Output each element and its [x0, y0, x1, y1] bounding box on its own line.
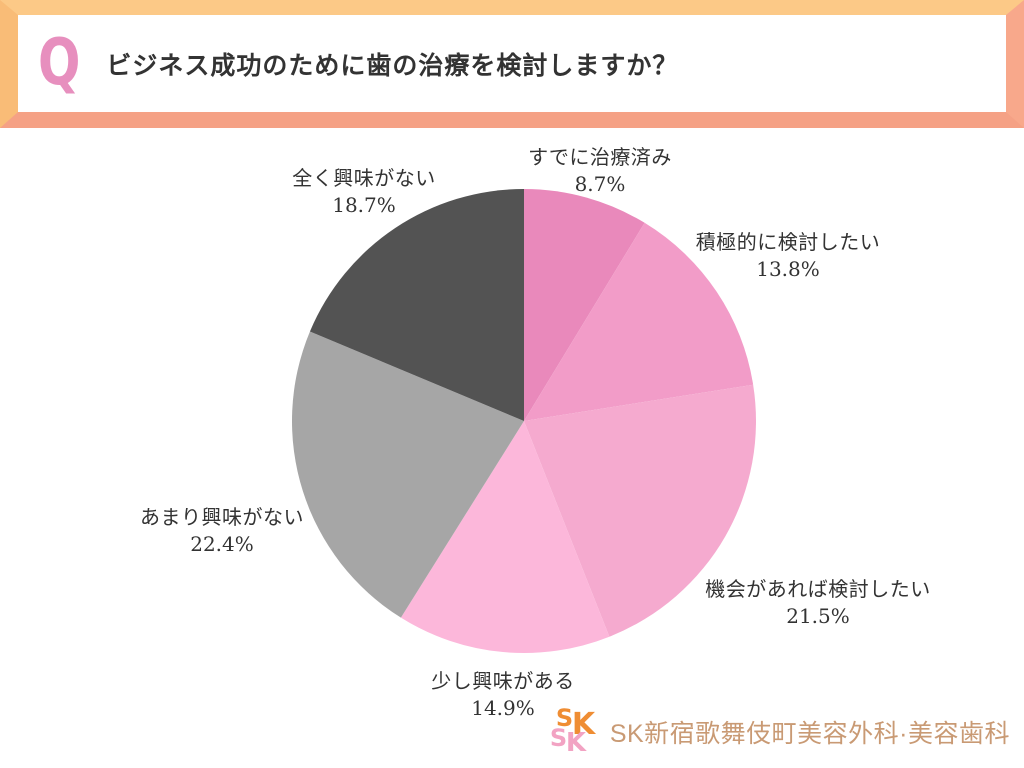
question-title: ビジネス成功のために歯の治療を検討しますか？ [106, 51, 679, 80]
slice-name: 全く興味がない [292, 168, 436, 190]
slice-percent: 18.7% [332, 193, 396, 217]
slice-name: 機会があれば検討したい [705, 579, 931, 601]
q-icon: Q [38, 26, 81, 101]
pie-slice-4 [291, 331, 524, 618]
slice-percent: 13.8% [756, 257, 820, 281]
sk-logo-letter: K [571, 707, 595, 742]
slice-percent: 14.9% [471, 696, 535, 720]
slice-name: すでに治療済み [528, 147, 672, 169]
sk-logo-letter: S [555, 704, 573, 732]
pie-slice-5 [309, 189, 524, 421]
slice-label-consider-if-opportunity: 機会があれば検討したい 21.5% [705, 573, 931, 628]
slice-label-not-interested-at-all: 全く興味がない 18.7% [292, 162, 436, 217]
slice-percent: 22.4% [190, 532, 254, 556]
slice-percent: 21.5% [786, 604, 850, 628]
brand-footer: S K S K SK新宿歌舞伎町美容外科·美容歯科 [550, 706, 1010, 758]
brand-name: SK新宿歌舞伎町美容外科·美容歯科 [609, 720, 1010, 748]
pie-slice-1 [524, 222, 754, 421]
pie-slice-2 [524, 384, 756, 637]
slice-percent: 8.7% [574, 172, 626, 196]
slice-label-already-treated: すでに治療済み 8.7% [528, 141, 672, 196]
sk-logo-letter: K [565, 728, 586, 758]
slice-name: あまり興味がない [140, 507, 304, 529]
pie-slice-0 [524, 189, 645, 421]
pie-slice-3 [400, 421, 610, 653]
slice-label-actively-consider: 積極的に検討したい 13.8% [696, 226, 881, 281]
question-header: Q ビジネス成功のために歯の治療を検討しますか？ [0, 0, 1024, 128]
slice-name: 積極的に検討したい [695, 232, 881, 254]
sk-logo-letter: S [549, 724, 567, 752]
question-header-inner: Q ビジネス成功のために歯の治療を検討しますか？ [18, 15, 1006, 112]
slice-label-not-very-interested: あまり興味がない 22.4% [140, 501, 304, 556]
sk-logo-icon: S K S K [550, 706, 604, 758]
slice-name: 少し興味がある [431, 671, 575, 693]
slice-label-slightly-interested: 少し興味がある 14.9% [431, 665, 575, 720]
